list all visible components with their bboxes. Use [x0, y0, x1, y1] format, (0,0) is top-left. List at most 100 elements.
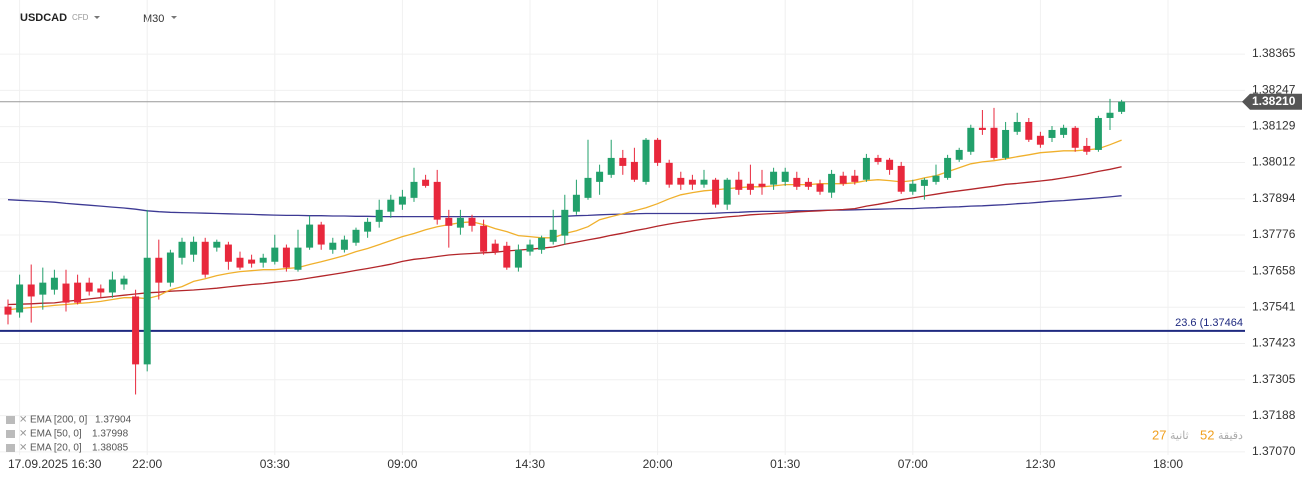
legend-icon: [6, 430, 15, 438]
candle-body: [677, 177, 685, 185]
candle-body: [596, 171, 604, 182]
candle-body: [944, 157, 952, 178]
x-tick-label: 22:00: [132, 457, 162, 471]
candle-body: [364, 221, 372, 232]
legend-value: 1.38085: [92, 443, 129, 454]
last-price-label: 1.38210: [1252, 94, 1296, 108]
candle-body: [746, 183, 754, 190]
candle-body: [630, 161, 638, 180]
candle-body: [1071, 127, 1079, 148]
candle-body: [120, 278, 128, 285]
x-tick-label: 17.09.2025 16:30: [8, 457, 102, 471]
candle-body: [897, 165, 905, 192]
y-tick-label: 1.37541: [1252, 299, 1296, 313]
timeframe[interactable]: M30: [143, 13, 164, 25]
countdown-unit: دقيقة: [1218, 430, 1243, 442]
y-tick-label: 1.38365: [1252, 46, 1296, 60]
candle-body: [410, 181, 418, 198]
candle-body: [1002, 129, 1010, 158]
candle-body: [1036, 135, 1044, 145]
x-tick-label: 20:00: [643, 457, 673, 471]
legend-close: ✕: [19, 443, 27, 454]
y-tick-label: 1.38247: [1252, 82, 1296, 96]
x-tick-label: 09:00: [387, 457, 417, 471]
candle-body: [1106, 112, 1114, 118]
candle-body: [166, 252, 174, 283]
x-tick-label: 03:30: [260, 457, 290, 471]
candle-body: [16, 284, 24, 313]
y-tick-label: 1.37423: [1252, 336, 1296, 350]
candle-body: [97, 288, 105, 293]
candle-body: [723, 179, 731, 205]
candle-body: [85, 282, 93, 292]
candle-body: [781, 171, 789, 182]
candle-body: [398, 196, 406, 205]
candle-body: [248, 259, 256, 264]
candle-body: [549, 229, 557, 242]
y-tick-label: 1.37305: [1252, 372, 1296, 386]
candle-body: [967, 127, 975, 152]
candle-body: [178, 241, 186, 258]
candle-body: [862, 157, 870, 180]
candle-body: [955, 149, 963, 160]
candle-body: [839, 175, 847, 184]
candle-body: [804, 181, 812, 187]
candle-body: [978, 127, 986, 130]
countdown-unit: ثانية: [1170, 430, 1189, 442]
candle-body: [236, 257, 244, 268]
legend-value: 1.37904: [95, 415, 132, 426]
candle-body: [607, 157, 615, 175]
market: CFD: [72, 13, 89, 22]
candle-body: [340, 239, 348, 250]
y-tick-label: 1.38129: [1252, 119, 1296, 133]
candle-body: [39, 282, 47, 295]
candle-body: [1083, 145, 1091, 152]
candle-body: [874, 157, 882, 162]
candle-body: [201, 241, 209, 275]
candle-body: [619, 157, 627, 166]
y-tick-label: 1.37188: [1252, 408, 1296, 422]
candle-body: [572, 194, 580, 212]
x-tick-label: 01:30: [770, 457, 800, 471]
legend-name: EMA [20, 0]: [30, 443, 82, 454]
candle-body: [793, 177, 801, 187]
candle-body: [990, 127, 998, 158]
candle-body: [688, 179, 696, 185]
candle-body: [329, 242, 337, 250]
y-tick-label: 1.37894: [1252, 191, 1296, 205]
candle-body: [224, 244, 232, 262]
candle-body: [851, 175, 859, 182]
legend-name: EMA [200, 0]: [30, 415, 87, 426]
candle-body: [828, 173, 836, 193]
candle-body: [422, 179, 430, 186]
legend-icon: [6, 416, 15, 424]
candle-body: [1025, 121, 1033, 140]
symbol[interactable]: USDCAD: [20, 12, 67, 24]
candle-body: [271, 247, 279, 262]
dropdown-arrow[interactable]: [171, 16, 177, 19]
candle-body: [143, 257, 151, 365]
candle-body: [468, 217, 476, 226]
candle-body: [909, 183, 917, 192]
candle-body: [294, 247, 302, 270]
x-tick-label: 07:00: [898, 457, 928, 471]
candle-body: [712, 179, 720, 205]
candle-body: [62, 283, 70, 303]
y-tick-label: 1.38012: [1252, 155, 1296, 169]
candle-body: [642, 139, 650, 182]
candle-body: [4, 306, 12, 315]
candle-body: [1094, 117, 1102, 150]
dropdown-arrow[interactable]: [94, 16, 100, 19]
candle-body: [213, 241, 221, 248]
candle-body: [561, 209, 569, 236]
candle-body: [375, 209, 383, 222]
candle-body: [886, 159, 894, 170]
candle-body: [352, 229, 360, 243]
candle-body: [306, 224, 314, 248]
candle-body: [1060, 127, 1068, 135]
candle-body: [456, 217, 464, 228]
candle-body: [1048, 129, 1056, 138]
candle-body: [155, 257, 163, 283]
